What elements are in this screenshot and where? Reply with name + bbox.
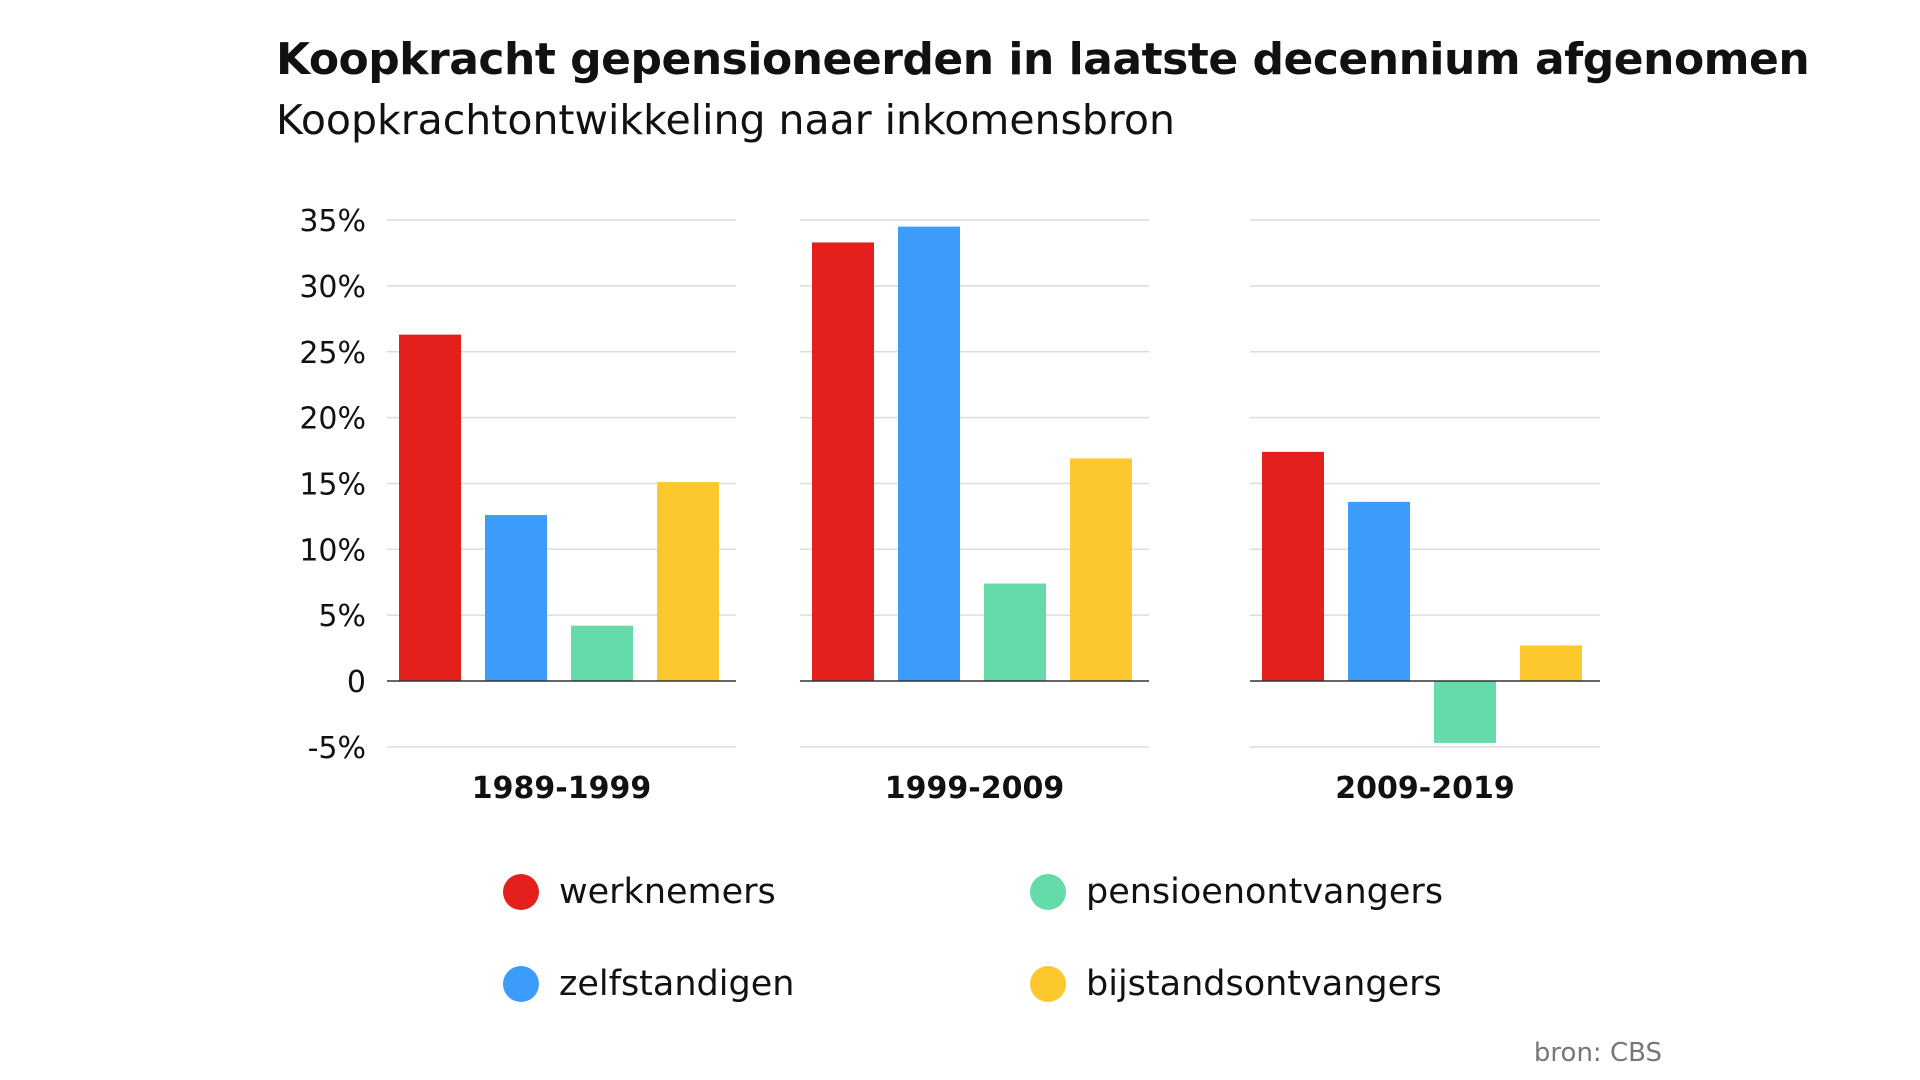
bar-bijstandsontvangers-1999-2009 (1070, 458, 1132, 681)
y-tick-label: 5% (318, 599, 366, 634)
chart-title: Koopkracht gepensioneerden in laatste de… (276, 34, 1810, 85)
y-tick-label: -5% (308, 731, 366, 766)
category-label: 1999-2009 (885, 771, 1064, 806)
bar-pensioenontvangers-1999-2009 (984, 583, 1046, 681)
y-tick-label: 30% (299, 270, 366, 305)
y-tick-label: 0 (347, 665, 366, 700)
bar-zelfstandigen-2009-2019 (1348, 501, 1410, 681)
y-tick-label: 35% (299, 204, 366, 239)
chart-subtitle: Koopkrachtontwikkeling naar inkomensbron (276, 96, 1175, 144)
category-label: 1989-1999 (472, 771, 651, 806)
y-tick-label: 10% (299, 533, 366, 568)
bar-werknemers-1999-2009 (812, 242, 874, 681)
bar-werknemers-1989-1999 (399, 334, 461, 681)
y-tick-label: 25% (299, 336, 366, 371)
y-tick-label: 20% (299, 402, 366, 437)
bar-pensioenontvangers-2009-2019 (1434, 681, 1496, 743)
bar-bijstandsontvangers-1989-1999 (657, 482, 719, 681)
bar-bijstandsontvangers-2009-2019 (1520, 645, 1582, 681)
y-tick-label: 15% (299, 467, 366, 502)
bar-pensioenontvangers-1989-1999 (571, 625, 633, 681)
bar-werknemers-2009-2019 (1262, 451, 1324, 681)
bar-zelfstandigen-1989-1999 (485, 515, 547, 681)
source-note: bron: CBS (1533, 1038, 1662, 1068)
category-label: 2009-2019 (1335, 771, 1514, 806)
bar-zelfstandigen-1999-2009 (898, 226, 960, 681)
